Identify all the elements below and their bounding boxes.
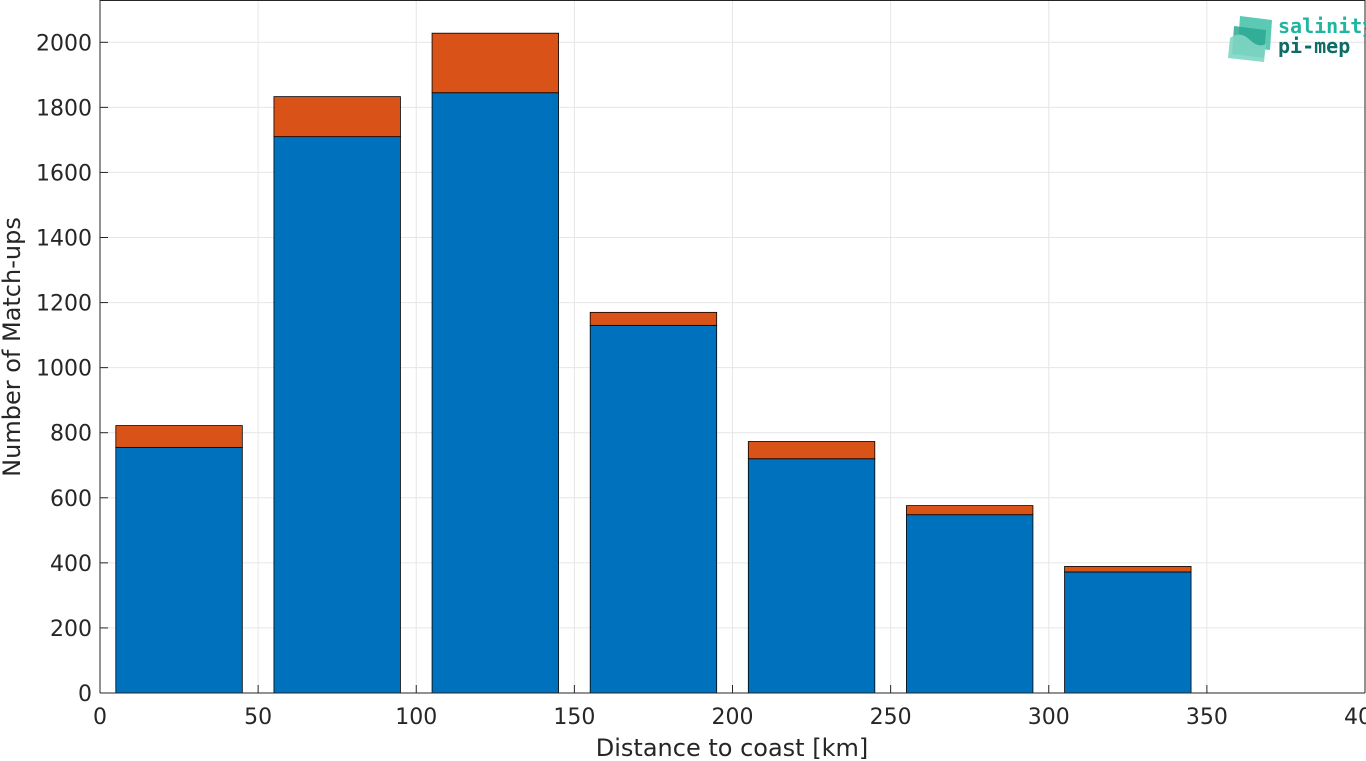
y-tick-label: 400 — [50, 552, 92, 577]
bar-series-2 — [431, 32, 559, 94]
x-tick-label: 150 — [553, 705, 595, 730]
x-tick-label: 100 — [395, 705, 437, 730]
x-tick-label: 0 — [93, 705, 107, 730]
x-tick-label: 400 — [1344, 705, 1366, 730]
wave-logo-icon — [1228, 16, 1272, 62]
y-tick-label: 1800 — [36, 96, 92, 121]
y-tick-label: 1600 — [36, 161, 92, 186]
bar-series-2 — [273, 96, 401, 138]
bar-series-2 — [115, 425, 243, 448]
bar-series-1 — [747, 458, 876, 694]
y-tick-label: 2000 — [36, 31, 92, 56]
y-tick-label: 1200 — [36, 292, 92, 317]
bar-series-2 — [747, 441, 876, 460]
y-ticks: 0 200 400 600 800 1000 1200 1400 1600 1800 2000 — [36, 31, 108, 707]
x-ticks: 0 50 100 150 200 250 300 350 400 — [93, 685, 1366, 730]
y-tick-label: 1000 — [36, 357, 92, 382]
y-tick-label: 1400 — [36, 227, 92, 252]
bar-series-1 — [115, 446, 243, 694]
y-tick-label: 800 — [50, 422, 92, 447]
bars — [115, 32, 1192, 694]
y-tick-label: 0 — [78, 682, 92, 707]
bar-series-1 — [431, 92, 559, 694]
bar-series-1 — [273, 136, 401, 694]
logo-line-2: pi-mep — [1278, 34, 1350, 58]
bar-series-2 — [589, 311, 718, 326]
x-tick-label: 50 — [244, 705, 272, 730]
bar-series-1 — [1064, 571, 1192, 694]
x-axis-label: Distance to coast [km] — [596, 734, 868, 761]
bar-series-1 — [589, 324, 718, 694]
y-tick-label: 200 — [50, 617, 92, 642]
logo-line-1: salinity — [1278, 14, 1366, 38]
salinity-pi-mep-logo: salinity pi-mep — [1228, 14, 1366, 62]
bar-series-1 — [906, 514, 1034, 694]
x-tick-label: 250 — [870, 705, 912, 730]
x-tick-label: 300 — [1028, 705, 1070, 730]
bar-series-2 — [906, 505, 1034, 516]
x-tick-label: 200 — [712, 705, 754, 730]
y-tick-label: 600 — [50, 487, 92, 512]
x-tick-label: 350 — [1186, 705, 1228, 730]
bar-series-2 — [1064, 566, 1192, 573]
y-axis-label: Number of Match-ups — [0, 217, 26, 477]
